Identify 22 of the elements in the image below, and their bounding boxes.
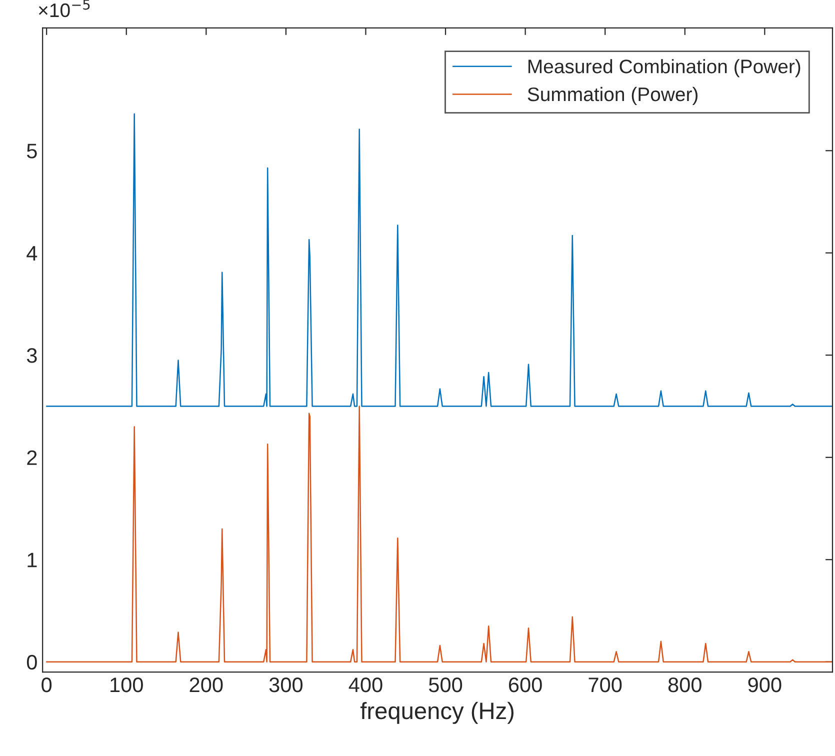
text: ×10$^{−5}$ — [38, 0, 90, 18]
y-tick-label: 4 — [26, 246, 38, 260]
x-tick-label: 0 — [42, 677, 52, 692]
legend-label: Measured Combination (Power) — [528, 59, 800, 78]
x-tick-label: 300 — [269, 677, 303, 692]
legend-label: Summation (Power) — [528, 86, 698, 106]
x-tick-label: 800 — [668, 677, 702, 692]
y-tick-label: 0 — [26, 654, 37, 670]
x-tick-label: 900 — [748, 677, 782, 692]
y-tick-label: 2 — [27, 450, 37, 465]
line-series — [46, 113, 832, 407]
x-tick-label: 100 — [110, 677, 143, 692]
x-tick-label: 400 — [348, 677, 382, 692]
x-tick-label: 500 — [428, 677, 462, 692]
x-tick-label: 600 — [508, 677, 542, 692]
y-tick-label: 1 — [28, 552, 37, 568]
y-tick-label: 5 — [26, 144, 37, 158]
x-tick-label: 700 — [588, 677, 622, 692]
x-tick-label: 200 — [190, 677, 223, 692]
x-axis-title: frequency (Hz) — [360, 702, 514, 724]
line-series — [46, 406, 832, 662]
y-tick-label: 3 — [26, 348, 37, 363]
